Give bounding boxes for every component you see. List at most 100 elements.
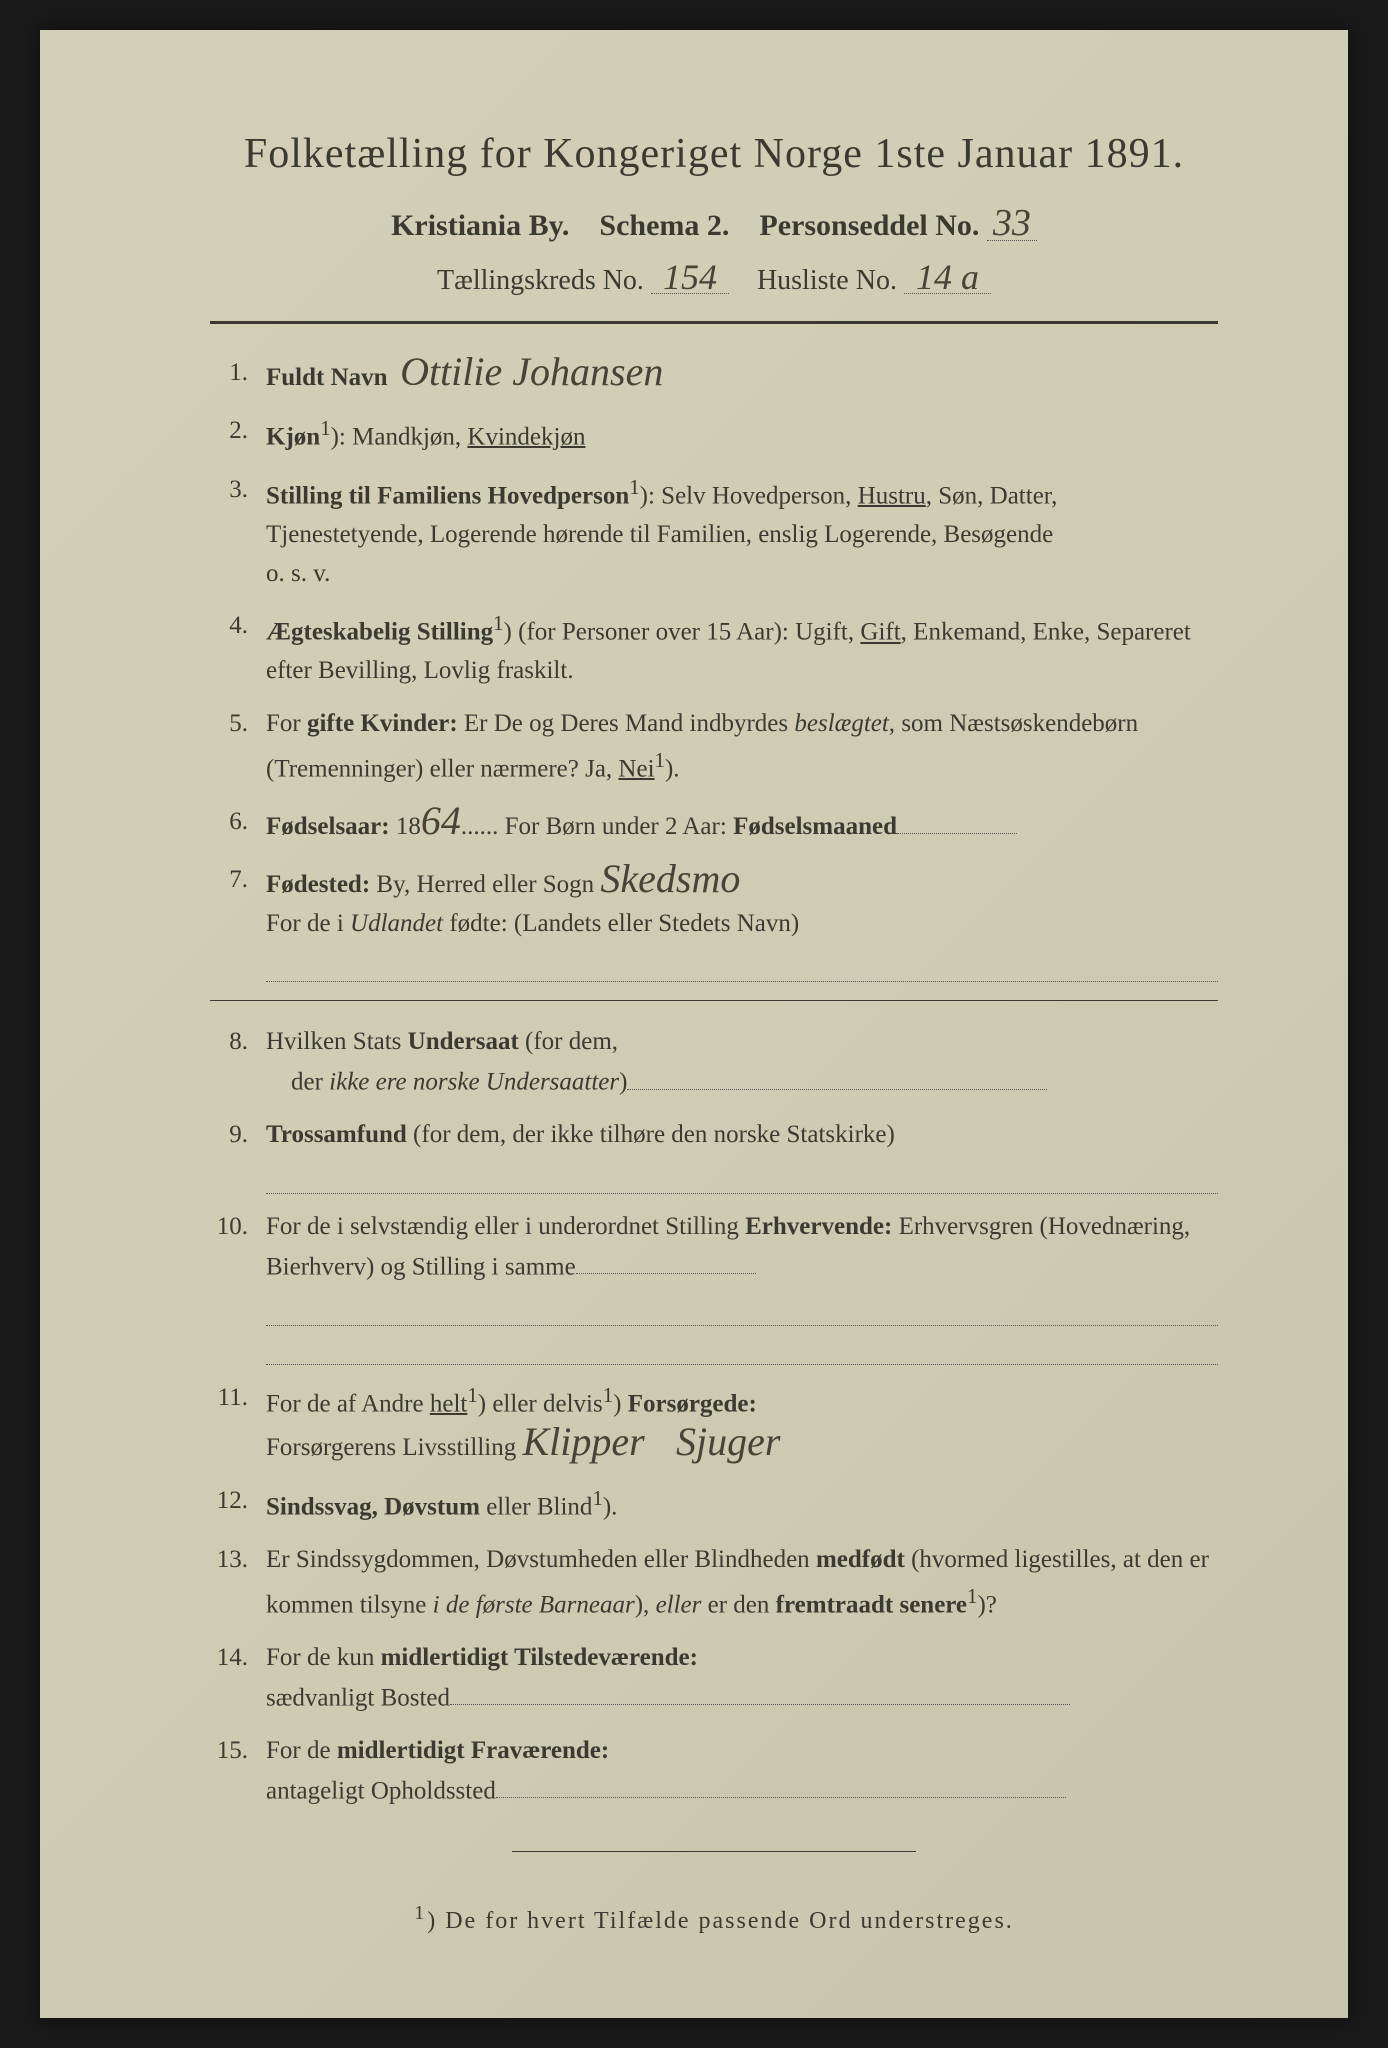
footnote-sup: 1	[414, 1902, 427, 1924]
item-num: 13.	[210, 1541, 266, 1625]
item-num: 15.	[210, 1732, 266, 1811]
label: gifte Kvinder:	[307, 710, 458, 737]
personseddel-label: Personseddel No.	[759, 209, 979, 242]
divider-bottom	[512, 1851, 915, 1852]
subtitle-line: Kristiania By. Schema 2. Personseddel No…	[210, 206, 1218, 243]
footnote-text: ) De for hvert Tilfælde passende Ord und…	[427, 1908, 1014, 1934]
item-3: 3. Stilling til Familiens Hovedperson1):…	[210, 471, 1218, 594]
sup: 1	[320, 416, 330, 440]
pre: 18	[390, 813, 421, 840]
item-12: 12. Sindssvag, Døvstum eller Blind1).	[210, 1482, 1218, 1527]
footnote: 1) De for hvert Tilfælde passende Ord un…	[210, 1902, 1218, 1935]
cont2: der	[291, 1069, 329, 1096]
item-body: Fuldt Navn Ottilie Johansen	[266, 354, 1218, 398]
label: Fødested:	[266, 871, 370, 898]
italic: Udlandet	[350, 910, 443, 937]
item-body: For de kun midlertidigt Tilstedeværende:…	[266, 1639, 1218, 1718]
item-9: 9. Trossamfund (for dem, der ikke tilhør…	[210, 1116, 1218, 1194]
selected: Hustru	[858, 482, 926, 509]
page-title: Folketælling for Kongeriget Norge 1ste J…	[210, 130, 1218, 178]
label: Stilling til Familiens Hovedperson	[266, 482, 629, 509]
item-body: Kjøn1): Mandkjøn, Kvindekjøn	[266, 412, 1218, 457]
item-2: 2. Kjøn1): Mandkjøn, Kvindekjøn	[210, 412, 1218, 457]
text: Er De og Deres Mand indbyrdes	[458, 710, 795, 737]
sup2: 1	[603, 1383, 613, 1407]
item-num: 14.	[210, 1639, 266, 1718]
kreds-no: 154	[651, 261, 729, 294]
text: For de kun	[266, 1644, 381, 1671]
husliste-label: Husliste No.	[757, 265, 897, 296]
item-body: Hvilken Stats Undersaat (for dem, der ik…	[266, 1023, 1218, 1102]
subline: Tællingskreds No. 154 Husliste No. 14 a	[210, 261, 1218, 297]
dotline	[897, 807, 1017, 835]
cont: antageligt Opholdssted	[266, 1777, 496, 1804]
item-body: Fødselsaar: 1864...... For Børn under 2 …	[266, 803, 1218, 847]
dotfull	[266, 1291, 1218, 1326]
dotline	[627, 1062, 1047, 1090]
dotline	[576, 1247, 756, 1275]
label: Ægteskabelig Stilling	[266, 619, 493, 646]
item-body: Trossamfund (for dem, der ikke tilhøre d…	[266, 1116, 1218, 1194]
label2: fremtraadt senere	[776, 1591, 967, 1618]
personseddel-no: 33	[987, 206, 1037, 241]
item-num: 12.	[210, 1482, 266, 1527]
item-body: Ægteskabelig Stilling1) (for Personer ov…	[266, 607, 1218, 691]
husliste-no: 14 a	[904, 261, 991, 294]
form-items: 1. Fuldt Navn Ottilie Johansen 2. Kjøn1)…	[210, 354, 1218, 1811]
dotfull	[266, 1159, 1218, 1194]
text: For de af Andre	[266, 1390, 430, 1417]
selected: Gift	[860, 619, 900, 646]
item-num: 8.	[210, 1023, 266, 1102]
text: Er Sindssygdommen, Døvstumheden eller Bl…	[266, 1546, 816, 1573]
provider-value-2: Sjuger	[676, 1424, 780, 1460]
sup: 1	[967, 1584, 977, 1608]
item-8: 8. Hvilken Stats Undersaat (for dem, der…	[210, 1023, 1218, 1102]
label: midlertidigt Tilstedeværende:	[381, 1644, 698, 1671]
label: Forsørgede:	[628, 1390, 757, 1417]
item-body: For de af Andre helt1) eller delvis1) Fo…	[266, 1379, 1218, 1468]
label: Fuldt Navn	[266, 364, 388, 391]
item-6: 6. Fødselsaar: 1864...... For Børn under…	[210, 803, 1218, 847]
dotline	[450, 1678, 1070, 1706]
item-num: 5.	[210, 705, 266, 789]
dotfull2	[266, 1330, 1218, 1365]
cont: For de i	[266, 910, 350, 937]
item-body: For de i selvstændig eller i underordnet…	[266, 1208, 1218, 1365]
tail: ).	[665, 755, 680, 782]
text: ) (for Personer over 15 Aar): Ugift,	[504, 619, 861, 646]
italic: beslægtet,	[794, 710, 895, 737]
selected: Kvindekjøn	[467, 423, 585, 450]
label2: Fødselsmaaned	[733, 813, 897, 840]
sup: 1	[629, 475, 639, 499]
cont3: er den	[701, 1591, 775, 1618]
pre: For	[266, 710, 307, 737]
item-body: For gifte Kvinder: Er De og Deres Mand i…	[266, 705, 1218, 789]
text: For de	[266, 1737, 337, 1764]
dotfull	[266, 947, 1218, 982]
tail: )	[619, 1069, 627, 1096]
birthplace-value: Skedsmo	[600, 861, 740, 897]
item-10: 10. For de i selvstændig eller i underor…	[210, 1208, 1218, 1365]
city-label: Kristiania By.	[391, 209, 569, 242]
label: midlertidigt Fraværende:	[337, 1737, 609, 1764]
cont2: fødte: (Landets eller Stedets Navn)	[443, 910, 799, 937]
item-num: 3.	[210, 471, 266, 594]
item-body: Er Sindssygdommen, Døvstumheden eller Bl…	[266, 1541, 1218, 1625]
item-14: 14. For de kun midlertidigt Tilstedevære…	[210, 1639, 1218, 1718]
sup: 1	[655, 748, 665, 772]
text: eller Blind	[480, 1493, 592, 1520]
text: Hvilken Stats	[266, 1028, 408, 1055]
text: ): Selv Hovedperson,	[640, 482, 858, 509]
item-body: For de midlertidigt Fraværende: antageli…	[266, 1732, 1218, 1811]
italic: i de første Barneaar	[433, 1591, 635, 1618]
item-body: Sindssvag, Døvstum eller Blind1).	[266, 1482, 1218, 1527]
text: For de i selvstændig eller i underordnet…	[266, 1213, 745, 1240]
tail: )?	[977, 1591, 996, 1618]
item-13: 13. Er Sindssygdommen, Døvstumheden elle…	[210, 1541, 1218, 1625]
item-7: 7. Fødested: By, Herred eller Sogn Skeds…	[210, 861, 1218, 983]
label: Undersaat	[408, 1028, 519, 1055]
label: medfødt	[816, 1546, 905, 1573]
selected: Nei	[618, 755, 654, 782]
cont: sædvanligt Bosted	[266, 1684, 450, 1711]
text: By, Herred eller Sogn	[370, 871, 600, 898]
